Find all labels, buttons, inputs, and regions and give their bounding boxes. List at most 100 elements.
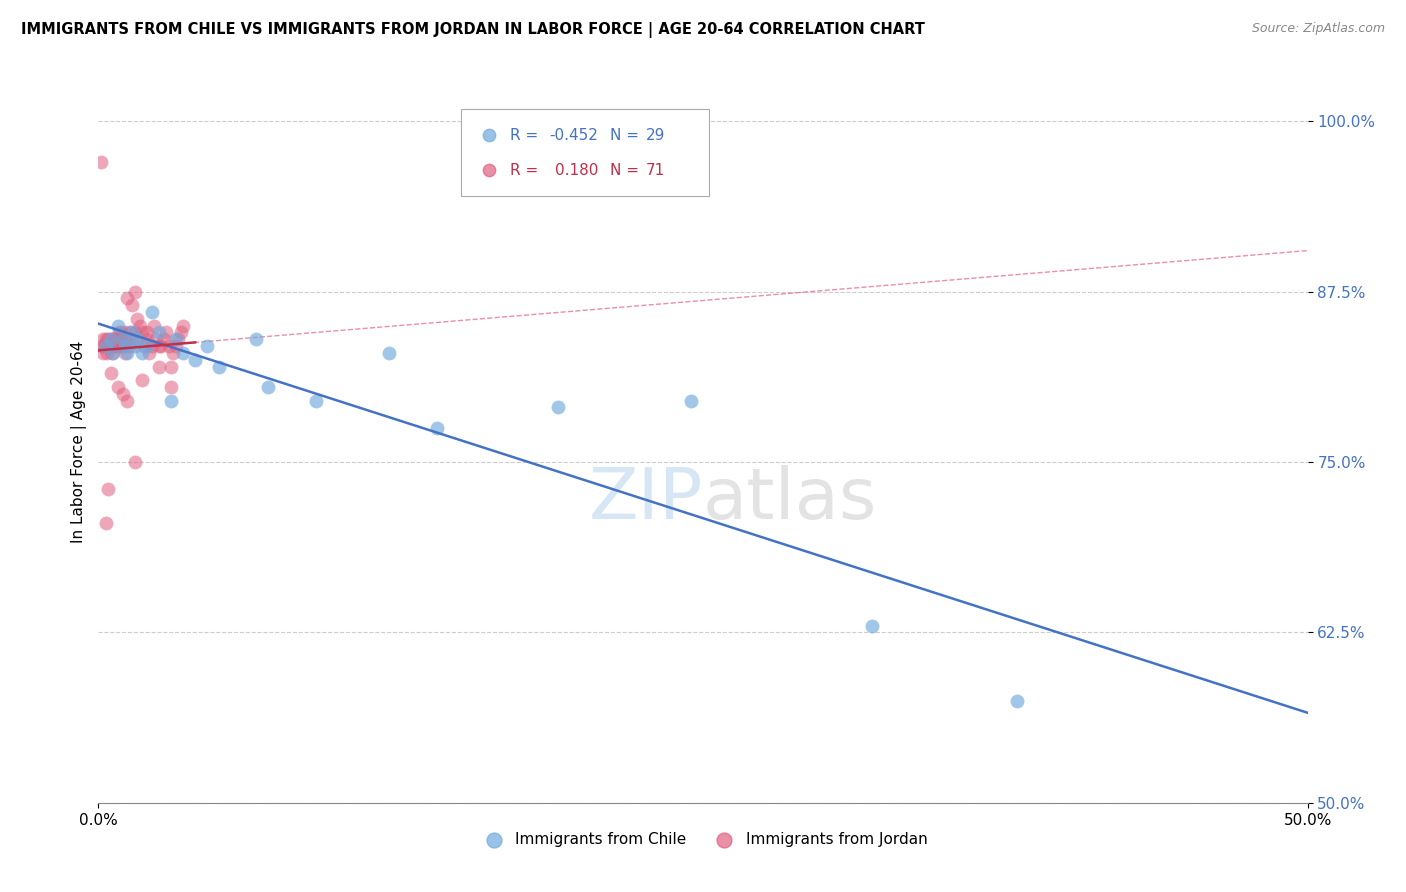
Point: [91, 346, 114, 360]
Point: [114, 339, 136, 353]
Text: N =: N =: [610, 128, 644, 143]
Point: [108, 339, 131, 353]
Point: [100, 339, 122, 353]
Point: [679, 393, 702, 408]
Point: [167, 332, 190, 346]
Point: [114, 346, 136, 360]
Point: [131, 373, 153, 387]
Point: [117, 332, 139, 346]
Point: [124, 455, 146, 469]
Point: [111, 387, 134, 401]
Point: [121, 326, 143, 340]
Point: [150, 339, 173, 353]
Text: N =: N =: [610, 162, 644, 178]
Point: [134, 339, 156, 353]
Point: [131, 346, 153, 360]
Point: [426, 421, 449, 435]
Point: [145, 332, 167, 346]
Point: [98, 339, 121, 353]
Y-axis label: In Labor Force | Age 20-64: In Labor Force | Age 20-64: [72, 341, 87, 542]
Point: [108, 326, 131, 340]
Point: [117, 393, 139, 408]
Point: [111, 332, 134, 346]
Point: [135, 326, 157, 340]
Point: [148, 339, 170, 353]
Point: [124, 326, 146, 340]
Point: [138, 346, 160, 360]
Point: [165, 332, 187, 346]
Point: [117, 346, 139, 360]
Point: [96, 346, 118, 360]
Point: [111, 339, 134, 353]
Point: [305, 393, 328, 408]
Point: [100, 367, 122, 381]
Point: [110, 326, 132, 340]
Point: [107, 339, 129, 353]
Point: [104, 332, 127, 346]
Text: 71: 71: [647, 162, 665, 178]
Point: [135, 339, 157, 353]
Point: [103, 332, 125, 346]
Point: [91, 332, 114, 346]
Point: [169, 326, 191, 340]
Point: [94, 339, 117, 353]
Point: [118, 339, 141, 353]
Point: [141, 305, 163, 319]
Text: R =: R =: [509, 162, 543, 178]
Point: [107, 332, 129, 346]
Point: [107, 318, 129, 333]
Point: [90, 155, 112, 169]
Point: [160, 359, 183, 374]
Point: [101, 346, 124, 360]
Point: [124, 285, 146, 299]
Point: [121, 298, 143, 312]
Point: [131, 326, 153, 340]
Point: [97, 482, 120, 496]
Point: [127, 332, 149, 346]
Point: [127, 332, 149, 346]
Point: [108, 332, 131, 346]
Point: [91, 339, 114, 353]
Point: [112, 339, 135, 353]
Point: [117, 292, 139, 306]
Point: [121, 332, 143, 346]
Point: [101, 332, 124, 346]
Point: [127, 311, 149, 326]
Point: [152, 332, 174, 346]
Point: [111, 332, 134, 346]
Point: [124, 339, 146, 353]
FancyBboxPatch shape: [461, 109, 709, 196]
Point: [165, 339, 187, 353]
Point: [155, 326, 177, 340]
Point: [94, 339, 117, 353]
Point: [141, 339, 163, 353]
Point: [94, 332, 117, 346]
Point: [377, 346, 399, 360]
Point: [101, 339, 124, 353]
Point: [162, 346, 184, 360]
Text: IMMIGRANTS FROM CHILE VS IMMIGRANTS FROM JORDAN IN LABOR FORCE | AGE 20-64 CORRE: IMMIGRANTS FROM CHILE VS IMMIGRANTS FROM…: [21, 22, 925, 38]
Point: [256, 380, 278, 394]
Point: [1007, 693, 1029, 707]
Text: atlas: atlas: [703, 465, 877, 533]
Text: 0.180: 0.180: [555, 162, 599, 178]
Point: [148, 359, 170, 374]
Point: [104, 339, 127, 353]
Point: [105, 339, 128, 353]
Point: [94, 516, 117, 531]
Point: [118, 326, 141, 340]
Text: ZIP: ZIP: [589, 465, 703, 533]
Point: [172, 346, 194, 360]
Text: 29: 29: [647, 128, 665, 143]
Point: [100, 346, 122, 360]
Point: [245, 332, 267, 346]
Point: [860, 618, 883, 632]
Point: [547, 401, 569, 415]
Point: [114, 326, 136, 340]
Point: [160, 393, 183, 408]
Text: R =: R =: [509, 128, 543, 143]
Point: [157, 339, 180, 353]
Point: [100, 332, 122, 346]
Point: [97, 339, 120, 353]
Point: [135, 332, 157, 346]
